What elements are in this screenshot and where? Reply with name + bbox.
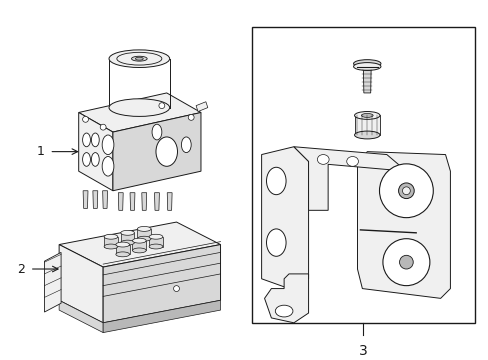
Polygon shape bbox=[121, 233, 134, 243]
Ellipse shape bbox=[104, 234, 118, 239]
Polygon shape bbox=[103, 244, 220, 323]
Polygon shape bbox=[264, 274, 308, 323]
Ellipse shape bbox=[137, 236, 151, 241]
Polygon shape bbox=[104, 237, 118, 247]
Ellipse shape bbox=[354, 131, 379, 139]
Ellipse shape bbox=[266, 229, 285, 256]
Polygon shape bbox=[116, 244, 129, 254]
Ellipse shape bbox=[354, 112, 379, 120]
Circle shape bbox=[402, 187, 409, 195]
Circle shape bbox=[398, 183, 413, 199]
Ellipse shape bbox=[135, 57, 143, 60]
Polygon shape bbox=[130, 193, 135, 210]
Polygon shape bbox=[196, 102, 207, 112]
Polygon shape bbox=[132, 240, 146, 251]
Polygon shape bbox=[79, 112, 113, 191]
Ellipse shape bbox=[149, 244, 163, 249]
Ellipse shape bbox=[102, 135, 114, 154]
Circle shape bbox=[173, 285, 179, 292]
Ellipse shape bbox=[149, 234, 163, 239]
Ellipse shape bbox=[116, 252, 129, 257]
Polygon shape bbox=[59, 244, 103, 323]
Polygon shape bbox=[149, 237, 163, 247]
Ellipse shape bbox=[181, 137, 191, 153]
Polygon shape bbox=[113, 112, 201, 191]
Text: 2: 2 bbox=[17, 262, 25, 275]
Circle shape bbox=[82, 116, 88, 122]
Ellipse shape bbox=[102, 157, 114, 176]
Polygon shape bbox=[118, 193, 123, 210]
Polygon shape bbox=[102, 191, 107, 208]
Ellipse shape bbox=[346, 157, 358, 166]
Ellipse shape bbox=[353, 63, 380, 71]
Ellipse shape bbox=[82, 133, 90, 147]
Ellipse shape bbox=[104, 244, 118, 249]
Polygon shape bbox=[357, 152, 449, 298]
Ellipse shape bbox=[91, 133, 99, 147]
Polygon shape bbox=[83, 191, 88, 208]
Polygon shape bbox=[59, 222, 220, 267]
Ellipse shape bbox=[91, 153, 99, 166]
Polygon shape bbox=[137, 229, 151, 239]
Ellipse shape bbox=[137, 226, 151, 231]
Text: 3: 3 bbox=[358, 344, 367, 358]
Ellipse shape bbox=[353, 60, 380, 67]
Ellipse shape bbox=[82, 153, 90, 166]
Polygon shape bbox=[363, 67, 370, 93]
Polygon shape bbox=[93, 191, 98, 208]
Ellipse shape bbox=[275, 305, 292, 317]
Ellipse shape bbox=[156, 137, 177, 166]
Ellipse shape bbox=[266, 167, 285, 195]
Circle shape bbox=[159, 103, 164, 109]
Ellipse shape bbox=[131, 56, 147, 61]
Ellipse shape bbox=[109, 99, 169, 116]
Polygon shape bbox=[354, 116, 379, 135]
Ellipse shape bbox=[117, 52, 162, 65]
Polygon shape bbox=[44, 252, 61, 312]
Ellipse shape bbox=[317, 154, 328, 165]
Ellipse shape bbox=[132, 238, 146, 243]
Ellipse shape bbox=[361, 113, 372, 117]
Ellipse shape bbox=[379, 164, 432, 218]
Polygon shape bbox=[154, 193, 159, 210]
Polygon shape bbox=[261, 147, 308, 289]
Polygon shape bbox=[167, 193, 172, 210]
Ellipse shape bbox=[109, 50, 169, 67]
Polygon shape bbox=[103, 300, 220, 333]
Polygon shape bbox=[59, 300, 103, 333]
Polygon shape bbox=[79, 93, 201, 132]
Circle shape bbox=[188, 114, 194, 120]
Circle shape bbox=[399, 255, 412, 269]
Ellipse shape bbox=[121, 230, 134, 235]
Polygon shape bbox=[142, 193, 146, 210]
Text: 1: 1 bbox=[37, 145, 44, 158]
Ellipse shape bbox=[121, 240, 134, 245]
Ellipse shape bbox=[116, 242, 129, 247]
Ellipse shape bbox=[382, 239, 429, 285]
Ellipse shape bbox=[132, 248, 146, 253]
Polygon shape bbox=[293, 147, 406, 210]
Ellipse shape bbox=[152, 124, 162, 140]
Circle shape bbox=[100, 124, 106, 130]
